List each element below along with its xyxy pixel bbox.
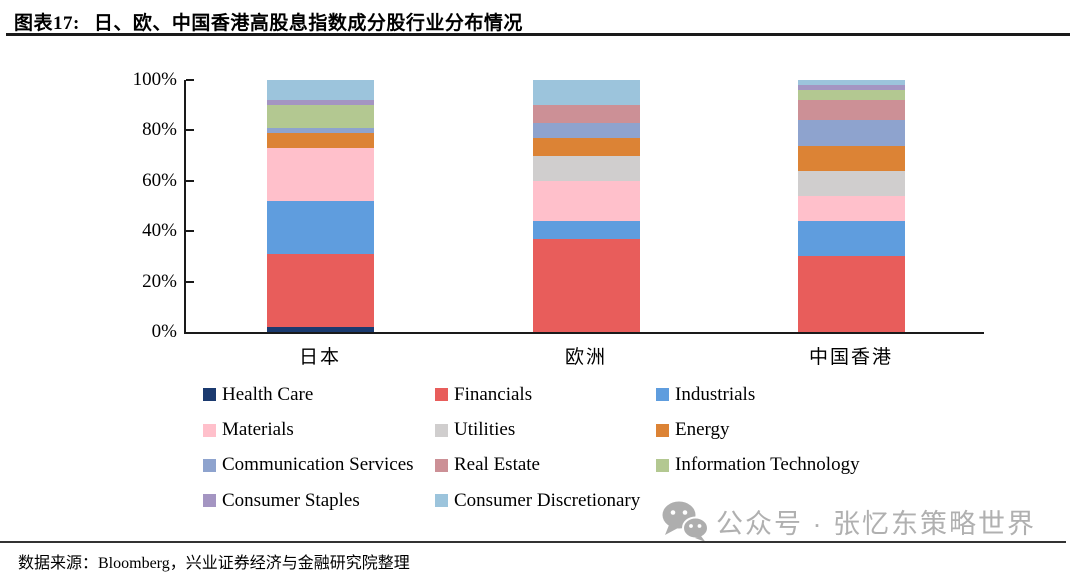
legend-item-materials: Materials — [203, 419, 435, 441]
bar-segment-materials — [266, 148, 374, 201]
legend-item-industrials: Industrials — [656, 384, 933, 406]
legend-swatch-information-technology — [656, 458, 669, 472]
legend-item-consumer-staples: Consumer Staples — [203, 490, 435, 512]
watermark: 公众号 · 张忆东策略世界 — [660, 500, 1036, 542]
stacked-bar-- — [266, 80, 374, 332]
legend-swatch-consumer-staples — [203, 494, 216, 508]
y-tick-label: 60% — [142, 169, 177, 191]
bar-segment-financials — [797, 256, 905, 332]
legend-item-utilities: Utilities — [435, 419, 656, 441]
bar-segment-financials — [532, 238, 640, 332]
bar-segment-industrials — [797, 221, 905, 257]
bar-segment-energy — [266, 132, 374, 149]
legend-label: Materials — [222, 419, 294, 441]
bar-segment-energy — [797, 145, 905, 171]
footer-divider — [0, 541, 1066, 543]
y-tick-label: 20% — [142, 270, 177, 292]
legend-label: Financials — [454, 383, 533, 405]
title-divider — [6, 33, 1070, 36]
y-tick-mark — [186, 179, 194, 182]
bar-segment-health-care — [266, 326, 374, 332]
y-tick-label: 80% — [142, 119, 177, 141]
legend-item-real-estate: Real Estate — [435, 454, 656, 476]
bar-segment-information-technology — [797, 90, 905, 101]
stacked-bar-- — [797, 80, 905, 332]
bar-segment-communication-services — [532, 122, 640, 139]
figure-title-text: 日、欧、中国香港高股息指数成分股行业分布情况 — [93, 13, 523, 34]
bar-segment-communication-services — [797, 120, 905, 146]
bar-segment-industrials — [266, 200, 374, 254]
x-category-label: 日本 — [298, 347, 341, 368]
y-tick-label: 0% — [151, 321, 177, 342]
wechat-icon — [662, 501, 709, 542]
x-category-label: 欧洲 — [564, 347, 607, 368]
bar-segment-materials — [797, 195, 905, 222]
bar-segment-consumer-discretionary — [797, 80, 905, 86]
figure-title: 图表17: 日、欧、中国香港高股息指数成分股行业分布情况 — [14, 8, 523, 35]
source-note: 数据来源：Bloomberg，兴业证券经济与金融研究院整理 — [18, 555, 410, 572]
y-tick-mark — [186, 79, 194, 81]
legend-label: Consumer Staples — [222, 489, 360, 511]
y-tick-label: 40% — [142, 220, 177, 242]
legend-swatch-energy — [656, 423, 669, 437]
legend-label: Information Technology — [675, 454, 860, 476]
bar-segment-materials — [532, 180, 640, 222]
legend-swatch-industrials — [656, 388, 669, 402]
legend-item-consumer-discretionary: Consumer Discretionary — [435, 490, 656, 512]
legend-label: Utilities — [454, 419, 516, 441]
y-axis-line — [184, 80, 186, 334]
legend-label: Consumer Discretionary — [454, 489, 641, 511]
figure-title-prefix: 图表17: — [14, 13, 80, 34]
legend-swatch-communication-services — [203, 458, 216, 472]
y-tick-mark — [186, 280, 194, 283]
legend-label: Industrials — [675, 383, 756, 405]
bar-segment-consumer-staples — [266, 100, 374, 106]
legend-swatch-consumer-discretionary — [435, 494, 448, 508]
legend-item-health-care: Health Care — [203, 384, 435, 406]
legend-item-energy: Energy — [656, 419, 933, 441]
stacked-bar-- — [532, 80, 640, 332]
legend-item-financials: Financials — [435, 384, 656, 406]
legend-swatch-health-care — [203, 388, 216, 402]
y-tick-label: 100% — [132, 69, 177, 90]
chart-legend: Health Care Financials Industrials Material… — [203, 377, 933, 519]
bar-segment-consumer-discretionary — [532, 80, 640, 106]
legend-label: Health Care — [222, 383, 314, 405]
bar-segment-real-estate — [532, 105, 640, 123]
legend-swatch-utilities — [435, 423, 448, 437]
bar-segment-consumer-discretionary — [266, 80, 374, 101]
legend-label: Real Estate — [454, 454, 540, 476]
bar-segment-industrials — [532, 221, 640, 239]
y-tick-mark — [186, 129, 194, 132]
legend-label: Communication Services — [222, 454, 414, 476]
legend-swatch-materials — [203, 423, 216, 437]
legend-swatch-real-estate — [435, 458, 448, 472]
bar-segment-information-technology — [266, 105, 374, 128]
bar-segment-real-estate — [797, 100, 905, 121]
y-tick-mark — [186, 230, 194, 233]
watermark-text: 公众号 · 张忆东策略世界 — [716, 508, 1036, 539]
legend-item-communication-services: Communication Services — [203, 454, 435, 476]
x-axis-line — [184, 331, 984, 334]
bar-segment-utilities — [532, 155, 640, 181]
legend-label: Energy — [675, 419, 730, 441]
bar-segment-utilities — [797, 170, 905, 196]
legend-swatch-financials — [435, 388, 448, 402]
x-category-label: 中国香港 — [808, 347, 893, 368]
bar-segment-communication-services — [266, 127, 374, 133]
bar-segment-energy — [532, 138, 640, 156]
legend-item-information-technology: Information Technology — [656, 454, 933, 476]
bar-segment-financials — [266, 253, 374, 327]
bar-segment-consumer-staples — [797, 85, 905, 91]
